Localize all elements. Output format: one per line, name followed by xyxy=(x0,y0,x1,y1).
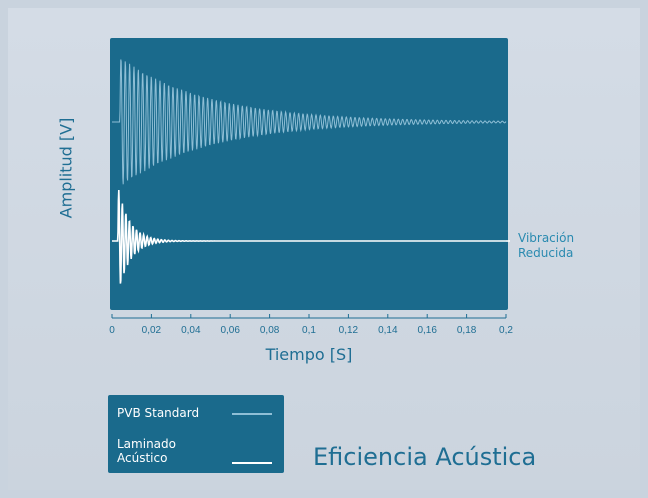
annotation-vibracion-reducida: Vibración Reducida xyxy=(518,231,574,261)
legend-swatch-laminado-acustico xyxy=(232,462,272,464)
annotation-line-1: Vibración xyxy=(518,231,575,245)
x-tick-label: 0,18 xyxy=(457,325,477,336)
annotation-line-2: Reducida xyxy=(518,246,574,260)
x-tick-label: 0,06 xyxy=(220,325,240,336)
x-axis: 0 0,02 0,04 0,06 0,08 0,1 0,12 0,14 0,16 0,18 0,2 xyxy=(109,314,513,336)
x-tick-label: 0 xyxy=(109,325,115,336)
x-tick-label: 0,02 xyxy=(142,325,162,336)
legend-label-laminado-acustico: Laminado Acústico xyxy=(117,437,176,465)
x-axis-label: Tiempo [S] xyxy=(265,345,353,364)
x-tick-label: 0,08 xyxy=(260,325,280,336)
series-group xyxy=(112,59,510,284)
x-tick-label: 0,2 xyxy=(499,325,513,336)
series-line-laminado-acustico xyxy=(112,189,506,284)
x-tick-label: 0,16 xyxy=(417,325,437,336)
x-tick-label: 0,1 xyxy=(302,325,316,336)
legend-label-line-1: Laminado xyxy=(117,437,176,451)
legend: PVB Standard Laminado Acústico xyxy=(108,395,284,473)
legend-label-line-2: Acústico xyxy=(117,451,168,465)
x-tick-label: 0,04 xyxy=(181,325,201,336)
series-line-pvb-standard xyxy=(112,59,507,185)
legend-label-pvb-standard: PVB Standard xyxy=(117,406,200,420)
chart-title: Eficiencia Acústica xyxy=(313,443,537,471)
plot-area xyxy=(110,38,508,310)
x-tick-label: 0,12 xyxy=(339,325,359,336)
x-tick-label: 0,14 xyxy=(378,325,398,336)
legend-swatch-pvb-standard xyxy=(232,413,272,415)
